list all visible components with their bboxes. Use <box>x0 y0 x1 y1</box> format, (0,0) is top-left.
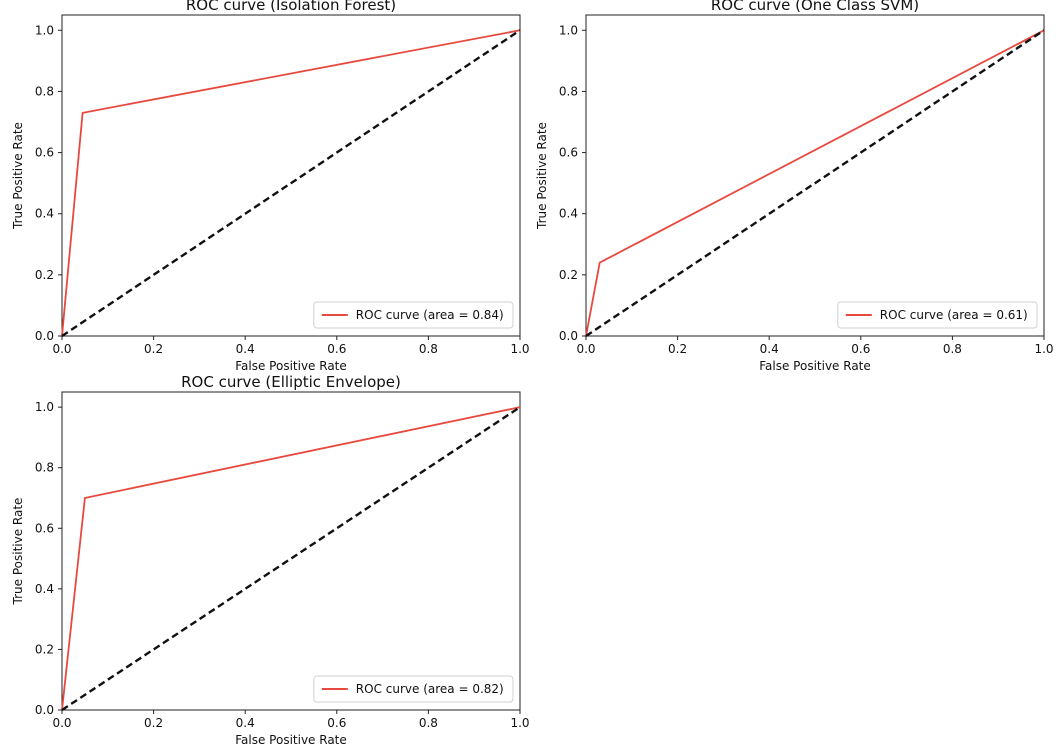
roc-series-line <box>61 29 521 337</box>
y-tick-label: 1.0 <box>35 400 54 414</box>
x-tick-label: 1.0 <box>510 716 529 730</box>
y-tick-label: 0.0 <box>35 329 54 343</box>
diagonal-reference-line <box>61 406 521 712</box>
roc-chart-isolation-forest: ROC curve (Isolation Forest) 0.0 0.2 0.4 0.6… <box>0 0 530 376</box>
x-tick-label: 0.8 <box>419 716 438 730</box>
x-axis-label: False Positive Rate <box>235 359 347 373</box>
plot-area <box>61 14 521 337</box>
y-tick-label: 0.6 <box>35 146 54 160</box>
y-tick-label: 0.8 <box>35 84 54 98</box>
y-tick-label: 0.4 <box>35 582 54 596</box>
x-tick-label: 0.4 <box>236 716 255 730</box>
legend-label: ROC curve (area = 0.82) <box>356 682 504 696</box>
plot-area <box>585 14 1045 337</box>
x-axis-label: False Positive Rate <box>235 733 347 747</box>
chart-svg: ROC curve (Isolation Forest) 0.0 0.2 0.4 0.6… <box>11 0 530 373</box>
y-tick-label: 0.2 <box>559 268 578 282</box>
x-tick-label: 1.0 <box>1034 342 1053 356</box>
y-tick-label: 0.8 <box>35 461 54 475</box>
x-tick-label: 0.2 <box>144 716 163 730</box>
y-tick-label: 0.2 <box>35 642 54 656</box>
diagonal-reference-line <box>61 29 521 337</box>
x-tick-label: 0.0 <box>52 716 71 730</box>
x-tick-label: 0.6 <box>327 716 346 730</box>
y-axis-label: True Positive Rate <box>11 498 25 606</box>
x-tick-label: 0.2 <box>668 342 687 356</box>
x-tick-label: 0.8 <box>419 342 438 356</box>
legend-box <box>837 301 1038 329</box>
roc-series-line <box>585 29 1045 337</box>
y-axis-label: True Positive Rate <box>535 122 549 230</box>
x-tick-label: 0.0 <box>576 342 595 356</box>
y-tick-label: 0.0 <box>559 329 578 343</box>
y-tick-label: 1.0 <box>35 23 54 37</box>
x-axis-label: False Positive Rate <box>759 359 871 373</box>
diagonal-reference-line <box>585 29 1045 337</box>
roc-series-line <box>61 406 521 711</box>
legend-label: ROC curve (area = 0.61) <box>880 308 1028 322</box>
x-tick-label: 0.4 <box>236 342 255 356</box>
y-tick-label: 0.2 <box>35 268 54 282</box>
plot-area <box>61 391 521 711</box>
y-tick-label: 0.8 <box>559 84 578 98</box>
chart-title: ROC curve (One Class SVM) <box>711 0 919 14</box>
chart-title: ROC curve (Isolation Forest) <box>186 0 396 14</box>
legend-box <box>313 301 514 329</box>
x-tick-label: 0.8 <box>943 342 962 356</box>
x-tick-label: 0.2 <box>144 342 163 356</box>
chart-title: ROC curve (Elliptic Envelope) <box>181 373 401 391</box>
y-tick-label: 0.4 <box>559 207 578 221</box>
y-tick-label: 1.0 <box>559 23 578 37</box>
roc-chart-elliptic-envelope: ROC curve (Elliptic Envelope) 0.0 0.2 0.4 0.… <box>0 373 530 753</box>
y-tick-label: 0.0 <box>35 703 54 717</box>
x-tick-label: 1.0 <box>510 342 529 356</box>
chart-svg: ROC curve (Elliptic Envelope) 0.0 0.2 0.4 0.… <box>11 373 530 747</box>
roc-chart-one-class-svm: ROC curve (One Class SVM) 0.0 0.2 0.4 0.6 0.8… <box>526 0 1056 376</box>
legend-label: ROC curve (area = 0.84) <box>356 308 504 322</box>
y-tick-label: 0.4 <box>35 207 54 221</box>
y-axis-label: True Positive Rate <box>11 122 25 230</box>
y-tick-label: 0.6 <box>35 521 54 535</box>
x-tick-label: 0.4 <box>760 342 779 356</box>
y-tick-label: 0.6 <box>559 146 578 160</box>
chart-svg: ROC curve (One Class SVM) 0.0 0.2 0.4 0.6 0.8… <box>535 0 1054 373</box>
legend-box <box>313 675 514 703</box>
x-tick-label: 0.6 <box>327 342 346 356</box>
x-tick-label: 0.0 <box>52 342 71 356</box>
x-tick-label: 0.6 <box>851 342 870 356</box>
